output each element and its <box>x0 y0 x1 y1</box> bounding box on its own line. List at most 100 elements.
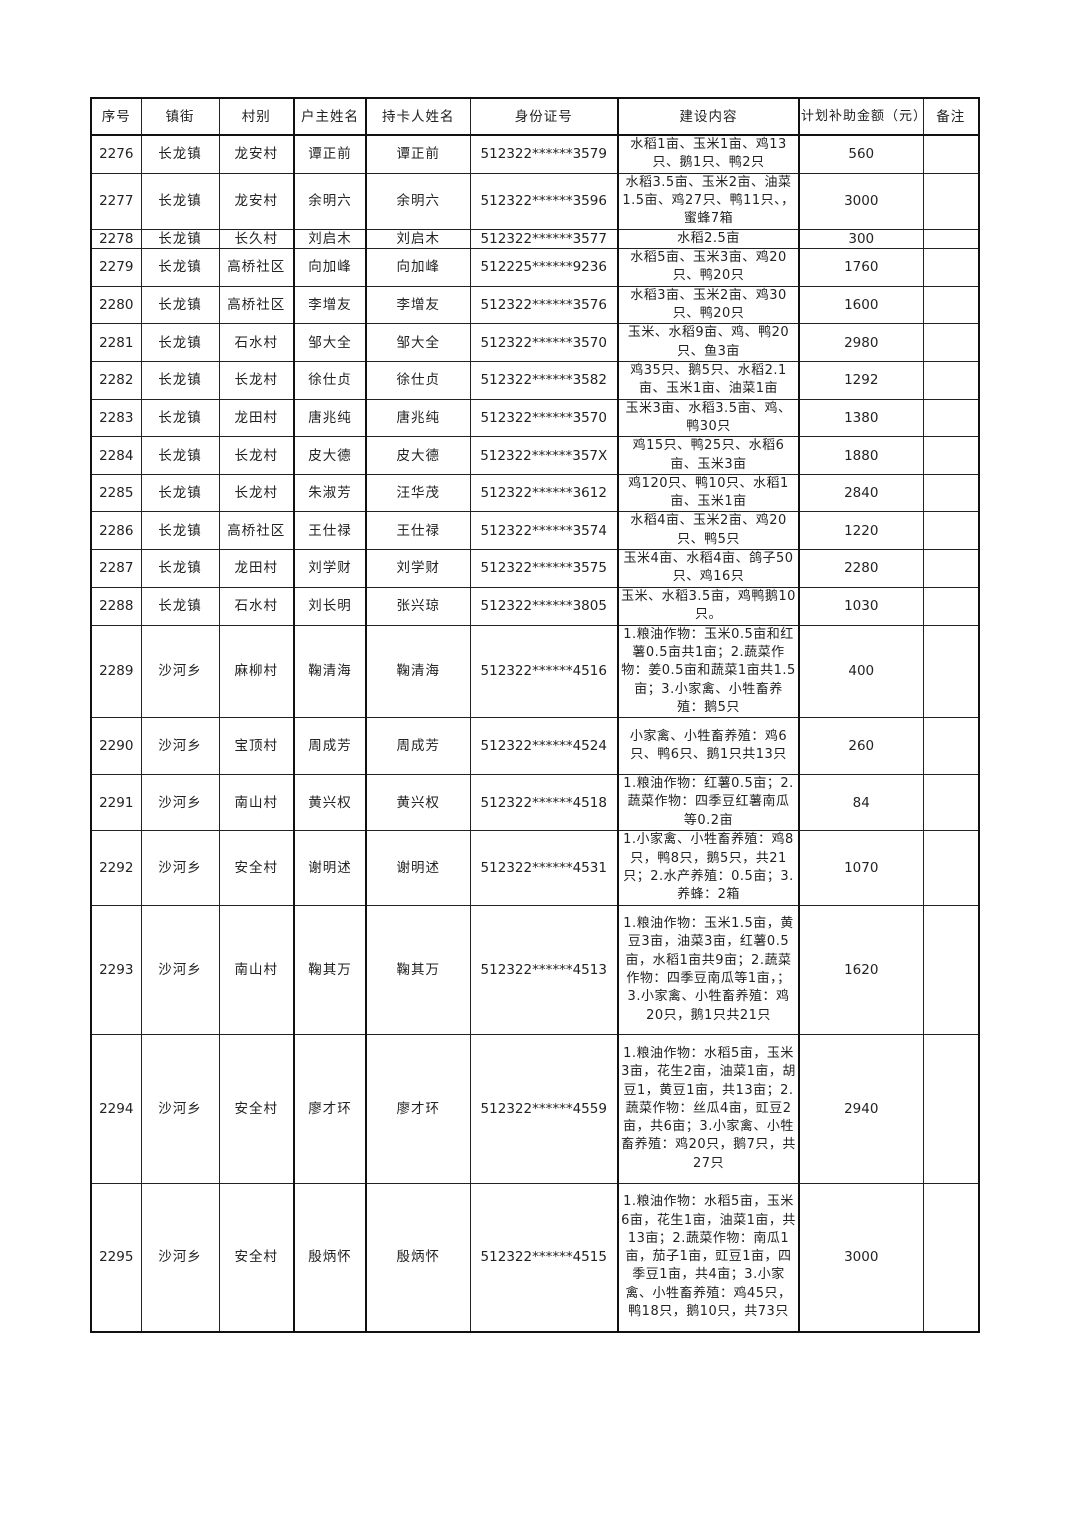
col-householder-cell: 邹大全 <box>293 323 367 363</box>
col-content-cell: 1.粮油作物：水稻5亩，玉米3亩，花生2亩，油菜1亩，胡豆1，黄豆1亩，共13亩… <box>617 1034 800 1185</box>
col-serial-cell: 2283 <box>90 398 142 438</box>
header-col-serial: 序号 <box>90 97 142 136</box>
col-town-cell: 长龙镇 <box>140 511 220 551</box>
col-town-cell: 沙河乡 <box>140 774 220 832</box>
col-amount-cell: 2840 <box>798 473 924 513</box>
col-village-cell: 安全村 <box>218 1183 295 1333</box>
col-householder-cell: 向加峰 <box>293 247 367 287</box>
col-cardholder-cell: 汪华茂 <box>365 473 471 513</box>
col-content-cell: 小家禽、小牲畜养殖：鸡6只、鸭6只、鹅1只共13只 <box>617 717 800 776</box>
col-householder-cell: 殷炳怀 <box>293 1183 367 1333</box>
header-col-town: 镇街 <box>140 97 220 136</box>
table-header-row: 序号 镇街 村别 户主姓名 持卡人姓名 身份证号 建设内容 计划补助金额（元） 备注 <box>90 97 980 136</box>
col-id-number-cell: 512322******3575 <box>469 549 619 588</box>
col-cardholder-cell: 余明六 <box>365 172 471 230</box>
col-serial-cell: 2287 <box>90 549 142 588</box>
col-cardholder-cell: 鞠清海 <box>365 624 471 719</box>
col-village-cell: 长龙村 <box>218 361 295 400</box>
col-householder-cell: 谭正前 <box>293 134 367 174</box>
col-village-cell: 南山村 <box>218 774 295 832</box>
col-cardholder-cell: 李增友 <box>365 285 471 325</box>
col-serial-cell: 2289 <box>90 624 142 719</box>
col-town-cell: 长龙镇 <box>140 586 220 626</box>
col-householder-cell: 朱淑芳 <box>293 473 367 513</box>
col-remark-cell <box>922 830 980 907</box>
col-id-number-cell: 512322******4513 <box>469 905 619 1036</box>
col-serial-cell: 2284 <box>90 436 142 475</box>
col-id-number-cell: 512322******4559 <box>469 1034 619 1185</box>
col-town-cell: 沙河乡 <box>140 1034 220 1185</box>
col-id-number-cell: 512322******3576 <box>469 285 619 325</box>
col-id-number-cell: 512322******4531 <box>469 830 619 907</box>
col-content-cell: 水稻3亩、玉米2亩、鸡30只、鸭20只 <box>617 285 800 325</box>
col-village-cell: 高桥社区 <box>218 285 295 325</box>
col-householder-cell: 李增友 <box>293 285 367 325</box>
col-town-cell: 沙河乡 <box>140 1183 220 1333</box>
table-row: 2281 长龙镇 石水村 邹大全 邹大全 512322******3570 玉米、水稻9亩、… <box>90 323 980 363</box>
col-cardholder-cell: 王仕禄 <box>365 511 471 551</box>
col-cardholder-cell: 廖才环 <box>365 1034 471 1185</box>
col-serial-cell: 2277 <box>90 172 142 230</box>
header-col-village: 村别 <box>218 97 295 136</box>
header-col-cardholder: 持卡人姓名 <box>365 97 471 136</box>
table-row: 2286 长龙镇 高桥社区 王仕禄 王仕禄 512322******3574 水稻4亩、玉米… <box>90 511 980 551</box>
header-col-remark: 备注 <box>922 97 980 136</box>
col-remark-cell <box>922 436 980 475</box>
col-id-number-cell: 512322******4516 <box>469 624 619 719</box>
table-row: 2278 长龙镇 长久村 刘启木 刘启木 512322******3577 水稻2.5亩 30… <box>90 228 980 249</box>
col-town-cell: 沙河乡 <box>140 830 220 907</box>
col-id-number-cell: 512322******4515 <box>469 1183 619 1333</box>
col-town-cell: 沙河乡 <box>140 717 220 776</box>
col-serial-cell: 2278 <box>90 228 142 249</box>
table-row: 2280 长龙镇 高桥社区 李增友 李增友 512322******3576 水稻3亩、玉米… <box>90 285 980 325</box>
table-row: 2279 长龙镇 高桥社区 向加峰 向加峰 512225******9236 水稻5亩、玉米… <box>90 247 980 287</box>
col-remark-cell <box>922 774 980 832</box>
col-cardholder-cell: 刘学财 <box>365 549 471 588</box>
col-town-cell: 长龙镇 <box>140 398 220 438</box>
col-village-cell: 龙田村 <box>218 549 295 588</box>
header-col-content: 建设内容 <box>617 97 800 136</box>
col-cardholder-cell: 皮大德 <box>365 436 471 475</box>
col-content-cell: 玉米、水稻3.5亩，鸡鸭鹅10只。 <box>617 586 800 626</box>
table-row: 2295 沙河乡 安全村 殷炳怀 殷炳怀 512322******4515 1.粮油作物：水… <box>90 1183 980 1333</box>
table-row: 2285 长龙镇 长龙村 朱淑芳 汪华茂 512322******3612 鸡120只、鸭1… <box>90 473 980 513</box>
col-content-cell: 1.小家禽、小牲畜养殖：鸡8只，鸭8只，鹅5只，共21只；2.水产养殖：0.5亩… <box>617 830 800 907</box>
col-remark-cell <box>922 473 980 513</box>
col-town-cell: 长龙镇 <box>140 361 220 400</box>
col-village-cell: 长久村 <box>218 228 295 249</box>
table-row: 2293 沙河乡 南山村 鞠其万 鞠其万 512322******4513 1.粮油作物：玉… <box>90 905 980 1036</box>
col-amount-cell: 84 <box>798 774 924 832</box>
col-amount-cell: 1760 <box>798 247 924 287</box>
col-serial-cell: 2295 <box>90 1183 142 1333</box>
col-id-number-cell: 512322******3577 <box>469 228 619 249</box>
col-amount-cell: 400 <box>798 624 924 719</box>
col-remark-cell <box>922 323 980 363</box>
col-amount-cell: 260 <box>798 717 924 776</box>
col-village-cell: 石水村 <box>218 323 295 363</box>
col-id-number-cell: 512322******3570 <box>469 323 619 363</box>
header-col-id-number: 身份证号 <box>469 97 619 136</box>
col-town-cell: 沙河乡 <box>140 905 220 1036</box>
col-serial-cell: 2294 <box>90 1034 142 1185</box>
col-remark-cell <box>922 398 980 438</box>
col-id-number-cell: 512322******4524 <box>469 717 619 776</box>
table-row: 2283 长龙镇 龙田村 唐兆纯 唐兆纯 512322******3570 玉米3亩、水稻3… <box>90 398 980 438</box>
col-serial-cell: 2279 <box>90 247 142 287</box>
col-content-cell: 鸡120只、鸭10只、水稻1亩、玉米1亩 <box>617 473 800 513</box>
col-village-cell: 长龙村 <box>218 473 295 513</box>
table-row: 2276 长龙镇 龙安村 谭正前 谭正前 512322******3579 水稻1亩、玉米1… <box>90 134 980 174</box>
col-amount-cell: 300 <box>798 228 924 249</box>
col-town-cell: 长龙镇 <box>140 549 220 588</box>
col-householder-cell: 刘启木 <box>293 228 367 249</box>
col-town-cell: 长龙镇 <box>140 285 220 325</box>
col-householder-cell: 鞠清海 <box>293 624 367 719</box>
col-content-cell: 鸡15只、鸭25只、水稻6亩、玉米3亩 <box>617 436 800 475</box>
col-id-number-cell: 512322******357X <box>469 436 619 475</box>
col-amount-cell: 3000 <box>798 172 924 230</box>
col-cardholder-cell: 张兴琼 <box>365 586 471 626</box>
col-amount-cell: 1292 <box>798 361 924 400</box>
col-serial-cell: 2281 <box>90 323 142 363</box>
col-village-cell: 南山村 <box>218 905 295 1036</box>
col-serial-cell: 2293 <box>90 905 142 1036</box>
col-householder-cell: 周成芳 <box>293 717 367 776</box>
